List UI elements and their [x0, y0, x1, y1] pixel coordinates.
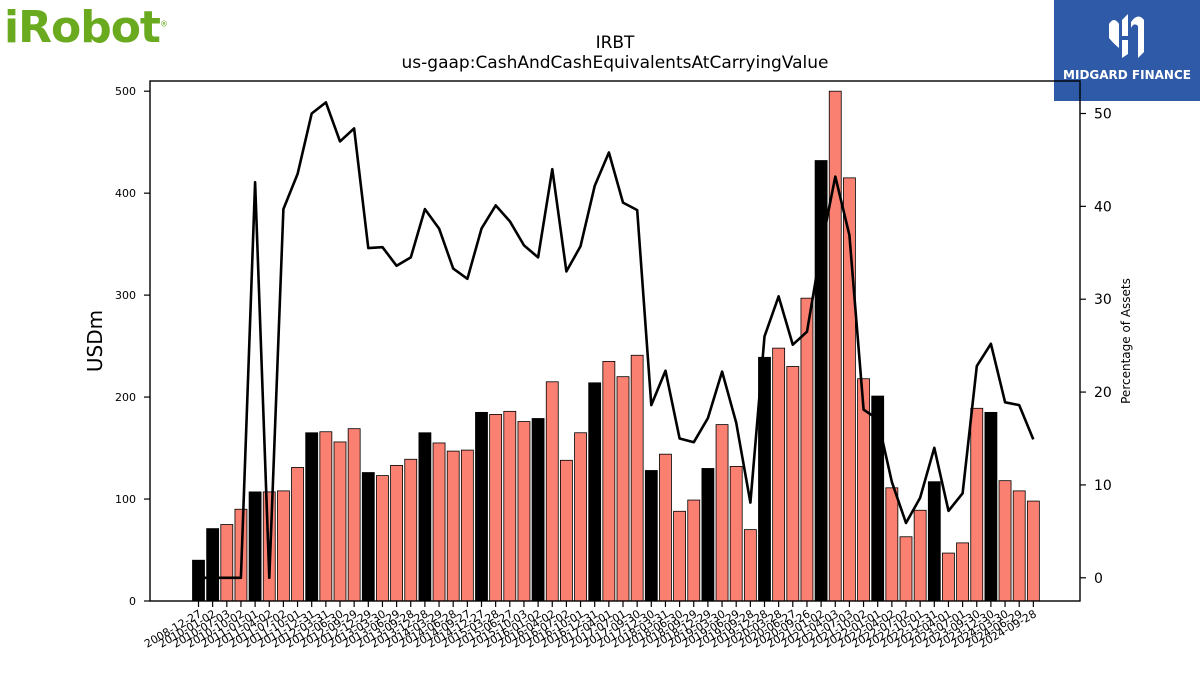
bar-2016-01-02 — [531, 418, 545, 602]
bar-2019-03-30 — [715, 424, 729, 602]
y2-tick-label: 50 — [1094, 107, 1112, 123]
y-tick-label: 400 — [115, 187, 136, 200]
bar-2017-04-01 — [602, 360, 616, 602]
bar-2011-01-01 — [248, 491, 262, 602]
y-tick-label: 100 — [115, 493, 136, 506]
bar-2011-07-02 — [276, 490, 290, 602]
bar-2017-12-30 — [644, 470, 658, 602]
bar-2015-06-27 — [503, 410, 517, 602]
y-tick-label: 200 — [115, 391, 136, 404]
bar-2023-09-30 — [970, 407, 984, 602]
y2-tick-label: 10 — [1094, 478, 1112, 494]
bar-2023-07-01 — [956, 542, 969, 602]
bar-2023-04-01 — [942, 552, 955, 602]
bar-2020-06-27 — [786, 366, 800, 602]
bar-2016-10-01 — [574, 432, 587, 602]
y2-tick-label: 20 — [1094, 385, 1112, 401]
y-axis-label: USDm — [83, 310, 107, 372]
y2-tick-label: 0 — [1094, 571, 1103, 587]
bar-2010-01-02 — [206, 528, 220, 602]
y-axis-left: 0 100 200 300 400 500 — [115, 85, 150, 608]
bar-2024-03-30 — [998, 480, 1012, 602]
y2-tick-label: 40 — [1094, 199, 1112, 215]
midgard-finance-logo-text: MIDGARD FINANCE — [1063, 68, 1191, 82]
bar-2023-12-30 — [984, 411, 998, 602]
bar-2018-03-31 — [659, 453, 672, 602]
irobot-logo: iRobot® — [4, 2, 168, 53]
bar-2010-07-03 — [220, 524, 234, 602]
bar-2013-12-28 — [418, 432, 432, 602]
bar-2012-03-31 — [319, 431, 333, 602]
midgard-finance-logo: MIDGARD FINANCE — [1054, 0, 1200, 101]
bar-2013-03-30 — [376, 475, 389, 602]
bar-2020-09-26 — [800, 297, 814, 602]
bar-2018-06-30 — [673, 510, 686, 602]
bar-2022-07-02 — [899, 536, 913, 602]
bar-2016-12-31 — [588, 382, 602, 602]
y-tick-label: 500 — [115, 85, 136, 98]
bar-2016-04-02 — [545, 381, 559, 602]
bar-2016-07-02 — [560, 459, 573, 602]
bar-2017-07-01 — [616, 376, 630, 602]
bar-2015-03-28 — [489, 414, 503, 602]
bar-2022-01-01 — [871, 395, 885, 602]
bar-2012-12-29 — [361, 472, 375, 602]
bar-2017-09-30 — [630, 354, 644, 602]
bar-2024-06-29 — [1012, 490, 1026, 602]
bar-2013-06-29 — [390, 464, 404, 602]
chart-subtitle: us-gaap:CashAndCashEquivalentsAtCarrying… — [402, 53, 829, 73]
bar-2015-10-03 — [517, 421, 531, 602]
bar-2014-06-28 — [446, 450, 460, 602]
percentage-of-assets-line — [198, 101, 1035, 580]
bar-2024-09-28 — [1026, 500, 1040, 602]
bar-series — [192, 90, 1040, 602]
bar-2018-09-29 — [687, 499, 701, 602]
bar-2008-12-27 — [192, 559, 205, 602]
y-tick-label: 300 — [115, 289, 136, 302]
bar-2014-09-27 — [460, 449, 474, 602]
bar-2022-12-31 — [927, 481, 941, 602]
bar-2014-03-29 — [432, 442, 446, 602]
bar-2012-09-29 — [347, 428, 361, 602]
bar-2018-12-29 — [701, 468, 715, 602]
irobot-logo-text: iRobot — [4, 2, 161, 53]
x-axis: 2008-12-272010-01-022010-07-032010-10-02… — [142, 601, 1039, 651]
bar-2021-04-03 — [828, 90, 842, 602]
midgard-finance-emblem-icon — [1109, 14, 1144, 59]
chart-title: IRBT — [596, 33, 635, 53]
bar-2022-10-01 — [913, 509, 927, 602]
bar-2011-10-01 — [291, 467, 304, 602]
bar-2014-12-27 — [475, 411, 488, 602]
bar-2011-12-31 — [305, 432, 319, 602]
y-axis-right: 0 10 20 30 40 50 — [1080, 107, 1112, 587]
bar-2019-06-29 — [729, 466, 743, 602]
bar-2013-09-28 — [404, 458, 418, 602]
y-tick-label: 0 — [129, 595, 136, 608]
y2-axis-label: Percentage of Assets — [1119, 278, 1133, 404]
y2-tick-label: 30 — [1094, 292, 1112, 308]
bar-2020-03-28 — [772, 347, 786, 602]
plot-frame — [149, 80, 1081, 602]
bar-2019-09-28 — [743, 529, 757, 602]
bar-2022-04-02 — [885, 487, 899, 602]
bar-2012-06-30 — [333, 441, 347, 602]
